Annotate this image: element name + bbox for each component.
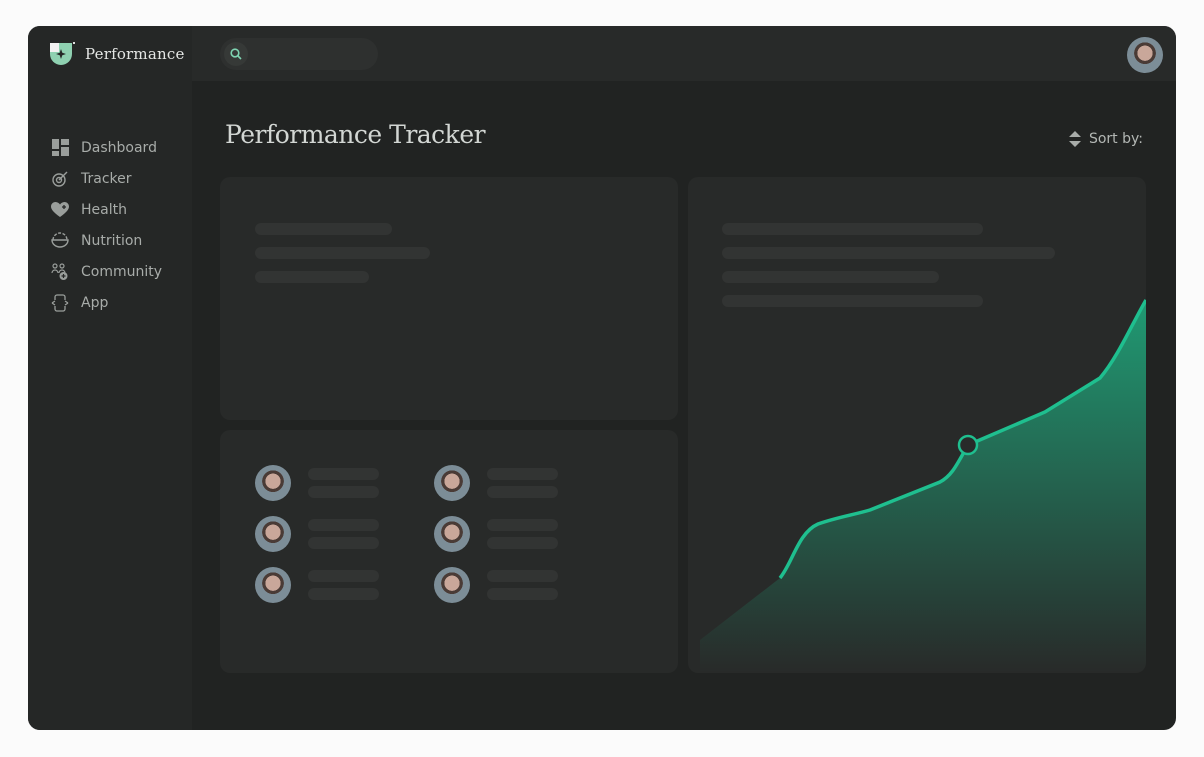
skeleton-line (487, 519, 558, 531)
app-window: Performance Dashboard Tracker Health Nut… (28, 26, 1176, 730)
sidebar-item-nutrition[interactable]: Nutrition (51, 225, 162, 256)
sidebar-item-app[interactable]: App (51, 287, 162, 318)
app-name: Performance (85, 45, 185, 63)
list-item[interactable] (434, 516, 574, 554)
sidebar-item-label: Dashboard (81, 139, 157, 156)
skeleton-line (308, 519, 379, 531)
chart-card (688, 177, 1146, 673)
skeleton-line (487, 468, 558, 480)
summary-card (220, 177, 678, 420)
skeleton-line (487, 588, 558, 600)
list-item[interactable] (434, 567, 574, 605)
avatar (255, 567, 291, 603)
user-avatar[interactable] (1127, 37, 1163, 73)
avatar (434, 567, 470, 603)
performance-chart (700, 299, 1146, 673)
list-item[interactable] (255, 567, 395, 605)
search-input[interactable] (220, 38, 378, 70)
skeleton-line (722, 271, 939, 283)
heart-plus-icon (51, 201, 69, 219)
avatar (434, 465, 470, 501)
grid-icon (51, 139, 69, 157)
sort-arrows-icon (1068, 131, 1081, 147)
skeleton-line (308, 468, 379, 480)
sidebar-nav: Dashboard Tracker Health Nutrition Commu… (51, 132, 162, 318)
sidebar: Performance Dashboard Tracker Health Nut… (28, 26, 192, 730)
sidebar-item-tracker[interactable]: Tracker (51, 163, 162, 194)
skeleton-line (487, 570, 558, 582)
list-item[interactable] (255, 465, 395, 503)
skeleton-line (308, 588, 379, 600)
sort-label: Sort by: (1088, 131, 1143, 147)
skeleton-line (308, 570, 379, 582)
chart-area (700, 300, 1146, 673)
chart-line (778, 299, 1146, 580)
top-bar (192, 26, 1176, 81)
sidebar-item-label: App (81, 294, 109, 311)
list-item[interactable] (255, 516, 395, 554)
bowl-icon (51, 232, 69, 250)
sidebar-item-dashboard[interactable]: Dashboard (51, 132, 162, 163)
search-icon (224, 42, 248, 66)
skeleton-line (255, 247, 430, 259)
skeleton-line (487, 486, 558, 498)
skeleton-line (722, 247, 1055, 259)
sort-button[interactable]: Sort by: (1068, 131, 1143, 147)
skeleton-line (308, 537, 379, 549)
people-add-icon (51, 262, 69, 281)
sidebar-item-label: Nutrition (81, 232, 143, 249)
app-arrows-icon (51, 293, 69, 312)
skeleton-line (722, 223, 983, 235)
skeleton-line (255, 223, 392, 235)
sidebar-item-label: Community (81, 263, 163, 280)
avatar (255, 516, 291, 552)
sidebar-item-health[interactable]: Health (51, 194, 162, 225)
sidebar-item-label: Tracker (81, 170, 132, 187)
target-icon (51, 170, 69, 188)
sidebar-item-label: Health (81, 201, 127, 218)
chart-marker[interactable] (957, 434, 979, 456)
skeleton-line (255, 271, 369, 283)
skeleton-line (308, 486, 379, 498)
avatar (255, 465, 291, 501)
sidebar-item-community[interactable]: Community (51, 256, 162, 287)
skeleton-line (722, 295, 983, 307)
page-title: Performance Tracker (225, 120, 486, 149)
shield-star-logo-icon (50, 42, 75, 65)
people-card (220, 430, 678, 673)
list-item[interactable] (434, 465, 574, 503)
avatar (434, 516, 470, 552)
skeleton-line (487, 537, 558, 549)
logo[interactable]: Performance (49, 42, 185, 66)
